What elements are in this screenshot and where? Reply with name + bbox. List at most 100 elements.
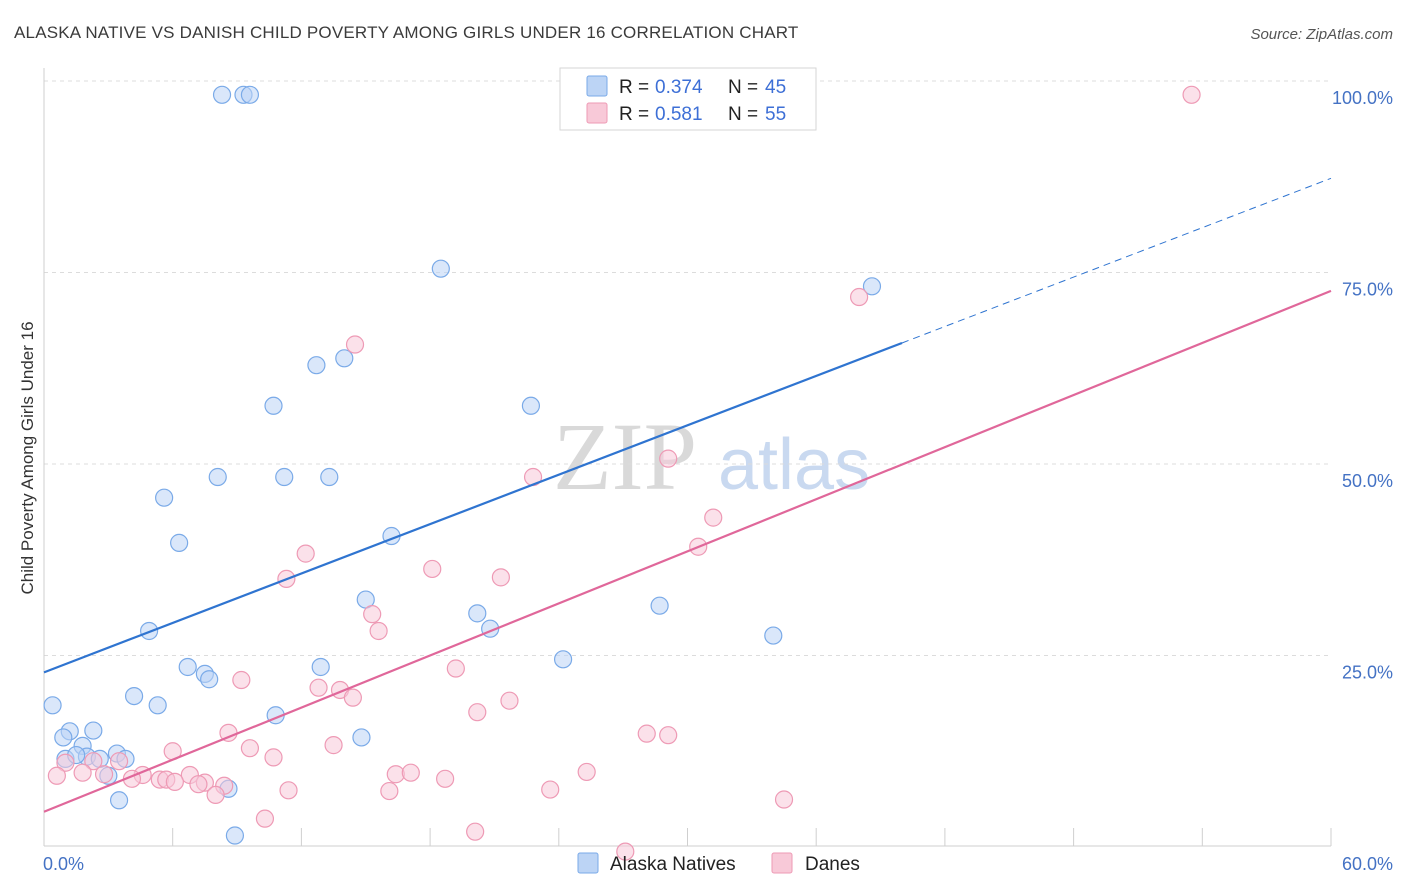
series-legend-swatch-alaska-natives <box>577 852 599 874</box>
data-point <box>240 739 260 758</box>
x-tick-label-min: 0.0% <box>43 854 84 874</box>
watermark-atlas: atlas <box>718 425 870 505</box>
data-point <box>109 752 129 771</box>
data-point <box>84 752 103 771</box>
data-point <box>208 467 227 487</box>
y-tick-labels: 100.0% 75.0% 50.0% 25.0% <box>1332 88 1393 683</box>
data-point <box>155 488 174 507</box>
legend-r-value-danes: 0.581 <box>655 104 703 125</box>
legend-n-label-alaska: N = <box>728 77 758 98</box>
data-point <box>386 765 405 784</box>
trend-lines <box>43 177 1332 813</box>
data-point <box>124 686 144 706</box>
data-point <box>500 691 519 710</box>
data-point <box>764 626 783 645</box>
data-point <box>369 621 388 641</box>
data-point <box>73 763 92 782</box>
data-point <box>1182 85 1201 104</box>
data-point <box>401 763 420 782</box>
chart-title: ALASKA NATIVE VS DANISH CHILD POVERTY AM… <box>14 23 798 42</box>
legend-r-label-alaska: R = <box>619 77 649 98</box>
data-point <box>521 396 541 415</box>
y-tick-label-50: 50.0% <box>1342 471 1393 491</box>
data-point <box>774 790 794 809</box>
data-point <box>43 696 62 715</box>
data-point <box>343 688 362 707</box>
data-point <box>56 753 75 772</box>
data-point <box>84 721 103 740</box>
data-point <box>225 826 245 845</box>
data-point <box>200 670 219 689</box>
legend-n-label-danes: N = <box>728 104 758 125</box>
data-point <box>165 772 184 791</box>
data-point <box>849 287 869 307</box>
data-point <box>212 85 232 104</box>
x-axis-ticks <box>43 828 1332 846</box>
data-point <box>279 781 298 800</box>
data-point <box>577 762 596 782</box>
data-point <box>468 703 487 722</box>
data-point <box>704 508 723 527</box>
legend-n-value-alaska: 45 <box>765 77 786 98</box>
data-point <box>148 696 167 715</box>
stats-legend: R = 0.374 N = 45 R = 0.581 N = 55 <box>559 67 817 131</box>
series-legend: Alaska Natives Danes <box>577 852 860 875</box>
data-point <box>423 559 442 579</box>
data-point <box>363 605 382 624</box>
series-legend-swatch-danes <box>771 852 793 874</box>
data-point <box>170 533 189 552</box>
data-point <box>189 775 208 794</box>
legend-r-label-danes: R = <box>619 104 649 125</box>
data-point <box>240 85 260 104</box>
series-danes-points <box>47 85 1201 861</box>
legend-swatch-alaska-natives <box>586 75 608 97</box>
data-point <box>541 780 560 799</box>
data-point <box>109 791 129 810</box>
data-point <box>54 728 73 747</box>
data-point <box>335 349 354 368</box>
data-point <box>178 657 197 677</box>
data-point <box>553 650 573 669</box>
data-point <box>468 604 487 623</box>
data-point <box>275 467 294 487</box>
trend-line-extension-alaska-natives <box>901 177 1332 344</box>
y-tick-label-25: 25.0% <box>1342 663 1393 683</box>
data-point <box>352 728 371 747</box>
data-point <box>446 659 465 678</box>
data-point <box>94 765 114 784</box>
data-point <box>320 467 339 487</box>
series-legend-label-danes: Danes <box>805 854 860 875</box>
data-point <box>264 748 283 767</box>
data-point <box>206 785 225 805</box>
data-point <box>309 678 328 697</box>
data-point <box>466 822 485 841</box>
y-tick-label-75: 75.0% <box>1342 280 1393 300</box>
data-point <box>324 736 343 755</box>
watermark: ZIP atlas <box>553 403 870 510</box>
legend-r-value-alaska: 0.374 <box>655 77 703 98</box>
data-point <box>232 670 251 690</box>
y-axis-label: Child Poverty Among Girls Under 16 <box>18 321 37 594</box>
data-point <box>659 449 678 468</box>
data-point <box>862 277 882 296</box>
x-tick-label-max: 60.0% <box>1342 854 1393 874</box>
data-point <box>47 766 66 785</box>
data-point <box>491 568 510 587</box>
data-point <box>616 842 635 861</box>
data-point <box>345 335 365 354</box>
data-point <box>255 809 275 828</box>
data-point <box>650 596 669 615</box>
data-point <box>264 396 283 415</box>
y-tick-label-100: 100.0% <box>1332 88 1393 108</box>
legend-swatch-danes <box>586 102 608 124</box>
data-point <box>380 781 399 801</box>
series-legend-label-alaska-natives: Alaska Natives <box>610 854 736 875</box>
trend-line-danes <box>43 289 1332 813</box>
legend-n-value-danes: 55 <box>765 104 786 125</box>
data-point <box>307 356 326 375</box>
trend-line-alaska-natives <box>43 341 903 674</box>
data-point <box>637 724 656 743</box>
data-point <box>431 259 450 278</box>
data-point <box>659 726 678 745</box>
